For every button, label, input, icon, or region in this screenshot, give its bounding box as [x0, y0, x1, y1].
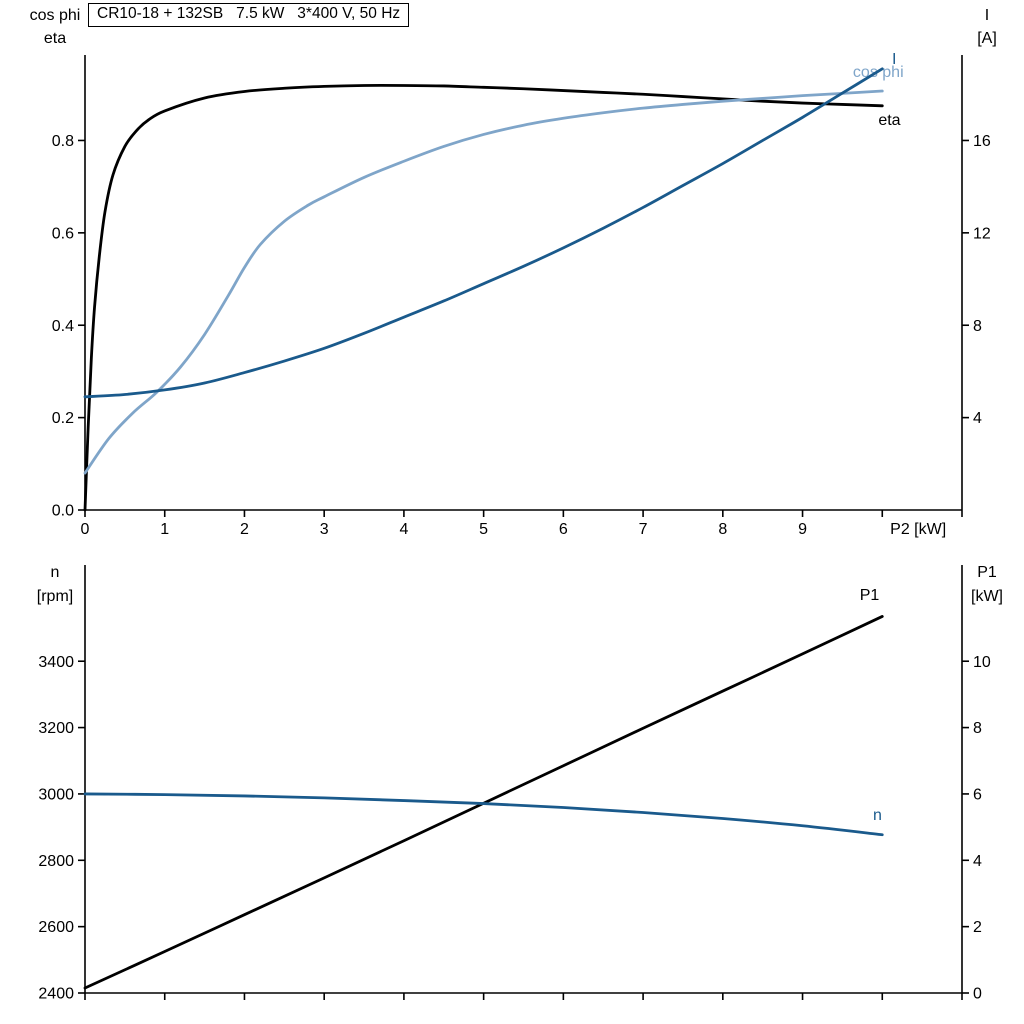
- y-left-axis-title: [rpm]: [37, 588, 73, 605]
- svg-text:3: 3: [320, 521, 329, 538]
- chart-title: CR10-18 + 132SB 7.5 kW 3*400 V, 50 Hz: [88, 3, 410, 27]
- svg-text:0.8: 0.8: [52, 133, 74, 150]
- svg-text:0.2: 0.2: [52, 410, 74, 427]
- series-speed-n: [83, 792, 884, 837]
- y-right-ticks: 0 2 4 6 8 10: [962, 654, 991, 1003]
- svg-text:2800: 2800: [38, 853, 74, 870]
- svg-text:3000: 3000: [38, 787, 74, 804]
- y-left-axis-title: eta: [44, 30, 66, 47]
- svg-text:0.6: 0.6: [52, 225, 74, 242]
- axis-corner-labels: cos phi eta I [A]: [30, 7, 997, 47]
- y-right-axis-title: [A]: [977, 30, 997, 47]
- svg-text:6: 6: [973, 787, 982, 804]
- axes: [84, 55, 963, 511]
- svg-text:0.0: 0.0: [52, 503, 74, 520]
- y-left-axis-title: cos phi: [30, 7, 81, 24]
- svg-text:5: 5: [479, 521, 488, 538]
- series-eta: [83, 83, 884, 512]
- svg-text:10: 10: [973, 654, 991, 671]
- svg-text:16: 16: [973, 133, 991, 150]
- x-axis-title: P2 [kW]: [890, 521, 946, 538]
- series-label-current-I: I: [892, 51, 896, 68]
- series-label-eta: eta: [878, 112, 900, 129]
- svg-text:1: 1: [160, 521, 169, 538]
- svg-text:7: 7: [639, 521, 648, 538]
- svg-text:12: 12: [973, 225, 991, 242]
- svg-text:8: 8: [973, 720, 982, 737]
- svg-text:6: 6: [559, 521, 568, 538]
- axes: [84, 565, 963, 994]
- svg-text:3400: 3400: [38, 654, 74, 671]
- y-right-axis-title: I: [985, 7, 989, 24]
- series-current-I: [83, 67, 884, 399]
- x-axis-ticks: 0 1 2 3 4 5 6 7 8 9 P2 [kW]: [81, 510, 963, 538]
- y-right-axis-title: [kW]: [971, 588, 1003, 605]
- svg-text:4: 4: [973, 853, 982, 870]
- series-cos-phi: [83, 89, 884, 475]
- svg-text:8: 8: [718, 521, 727, 538]
- svg-text:0: 0: [81, 521, 90, 538]
- series-label-input-power-P1: P1: [860, 587, 880, 604]
- svg-text:2: 2: [240, 521, 249, 538]
- series-label-speed-n: n: [873, 807, 882, 824]
- bottom-chart-svg: 2400 2600 2800 3000 3200 3400 0 2 4 6 8 10 n [rpm] P1 […: [37, 564, 1003, 1003]
- y-left-ticks: 2400 2600 2800 3000 3200 3400: [38, 654, 85, 1003]
- bottom-chart-speed-power: 2400 2600 2800 3000 3200 3400 0 2 4 6 8 10 n [rpm] P1 […: [0, 555, 1024, 1024]
- y-right-axis-title: P1: [977, 564, 997, 581]
- svg-text:0.4: 0.4: [52, 318, 74, 335]
- svg-text:4: 4: [399, 521, 408, 538]
- svg-text:2600: 2600: [38, 919, 74, 936]
- svg-text:9: 9: [798, 521, 807, 538]
- y-left-axis-title: n: [51, 564, 60, 581]
- x-axis-ticks: [84, 993, 963, 1000]
- axis-corner-labels: n [rpm] P1 [kW]: [37, 564, 1003, 605]
- y-left-ticks: 0.0 0.2 0.4 0.6 0.8: [52, 133, 85, 520]
- svg-text:0: 0: [973, 986, 982, 1003]
- y-right-ticks: 4 8 12 16: [962, 133, 991, 427]
- svg-text:2400: 2400: [38, 986, 74, 1003]
- top-chart-cosphi-eta-current: 0.0 0.2 0.4 0.6 0.8 4 8 12 16 0 1 2 3 4 5 6 7 8 9 P2 [kW] co…: [30, 7, 997, 538]
- svg-text:8: 8: [973, 318, 982, 335]
- svg-text:3200: 3200: [38, 720, 74, 737]
- svg-text:4: 4: [973, 410, 982, 427]
- svg-text:2: 2: [973, 919, 982, 936]
